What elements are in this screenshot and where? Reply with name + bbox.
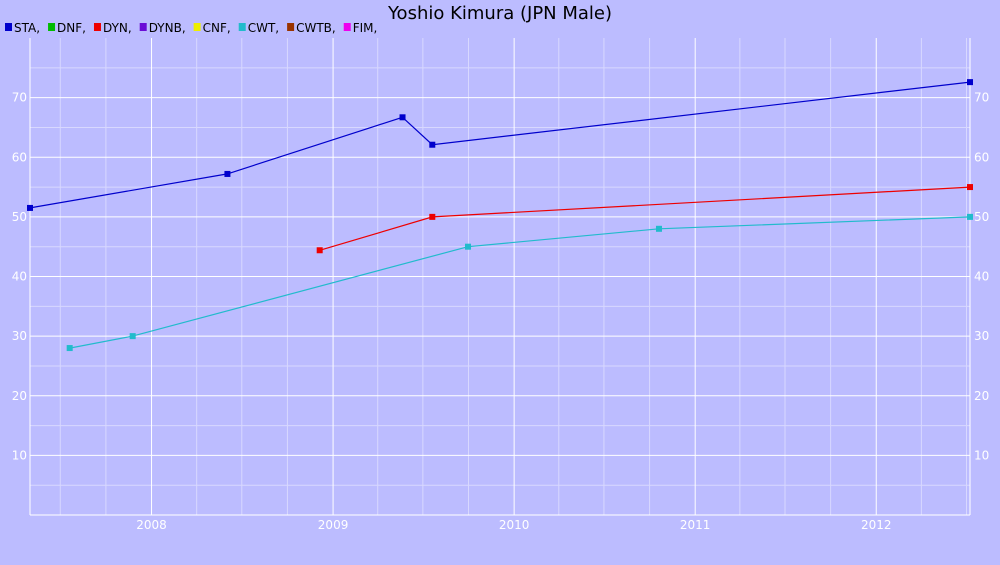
- data-point: [224, 170, 231, 177]
- y-tick-label-right: 40: [974, 270, 989, 284]
- data-point: [399, 114, 406, 121]
- axes: 10 10 20 20 30 30 40 40 50 50 60 60 70 70 2008 2009 2010…: [12, 38, 989, 532]
- legend-label: STA,: [14, 21, 40, 35]
- legend-swatch: [93, 23, 101, 31]
- data-point: [429, 141, 436, 148]
- legend-item: CWT,: [238, 21, 279, 35]
- legend-swatch: [287, 23, 295, 31]
- legend-label: DYN,: [103, 21, 132, 35]
- y-tick-label-right: 50: [974, 210, 989, 224]
- chart-title: Yoshio Kimura (JPN Male): [387, 3, 612, 24]
- series-cwt: [66, 213, 973, 352]
- legend-label: CNF,: [203, 21, 231, 35]
- y-tick-label-right: 60: [974, 150, 989, 164]
- legend-swatch: [238, 23, 246, 31]
- legend-item: DNF,: [48, 21, 86, 35]
- data-point: [967, 213, 973, 220]
- y-tick-label-left: 40: [12, 270, 27, 284]
- legend-swatch: [343, 23, 351, 31]
- legend-swatch: [48, 23, 56, 31]
- legend-swatch: [193, 23, 201, 31]
- y-tick-label-left: 60: [12, 150, 27, 164]
- x-tick-label: 2010: [499, 518, 530, 532]
- series-dyn: [316, 184, 973, 254]
- data-point: [27, 204, 33, 211]
- legend-label: FIM,: [353, 21, 378, 35]
- data-point: [465, 243, 472, 250]
- data-point: [129, 333, 136, 340]
- legend-label: CWTB,: [296, 21, 336, 35]
- legend-label: DYNB,: [149, 21, 186, 35]
- legend: STA, DNF, DYN, DYNB, CNF, CWT, CWTB, FIM,: [5, 21, 377, 35]
- series-sta: [27, 79, 973, 211]
- data-point: [967, 79, 973, 86]
- legend-label: DNF,: [57, 21, 86, 35]
- y-tick-label-left: 20: [12, 389, 27, 403]
- y-tick-label-left: 30: [12, 329, 27, 343]
- legend-swatch: [139, 23, 147, 31]
- legend-item: STA,: [5, 21, 40, 35]
- legend-item: DYNB,: [139, 21, 186, 35]
- data-point: [967, 184, 973, 191]
- x-tick-label: 2009: [318, 518, 349, 532]
- x-tick-label: 2012: [861, 518, 892, 532]
- y-tick-label-right: 10: [974, 448, 989, 462]
- y-tick-label-left: 70: [12, 91, 27, 105]
- legend-label: CWT,: [248, 21, 279, 35]
- data-point: [429, 213, 436, 220]
- data-point: [655, 225, 662, 232]
- legend-item: FIM,: [343, 21, 378, 35]
- legend-swatch: [5, 23, 12, 31]
- legend-item: DYN,: [93, 21, 132, 35]
- x-tick-label: 2008: [136, 518, 167, 532]
- y-tick-label-right: 20: [974, 389, 989, 403]
- legend-item: CNF,: [193, 21, 231, 35]
- y-tick-label-right: 70: [974, 91, 989, 105]
- y-tick-label-left: 50: [12, 210, 27, 224]
- data-point: [66, 345, 73, 352]
- y-tick-label-left: 10: [12, 448, 27, 462]
- data-point: [316, 247, 323, 254]
- x-tick-label: 2011: [680, 518, 711, 532]
- grid: [30, 38, 970, 515]
- legend-item: CWTB,: [287, 21, 336, 35]
- series-layer: [27, 79, 973, 352]
- y-tick-label-right: 30: [974, 329, 989, 343]
